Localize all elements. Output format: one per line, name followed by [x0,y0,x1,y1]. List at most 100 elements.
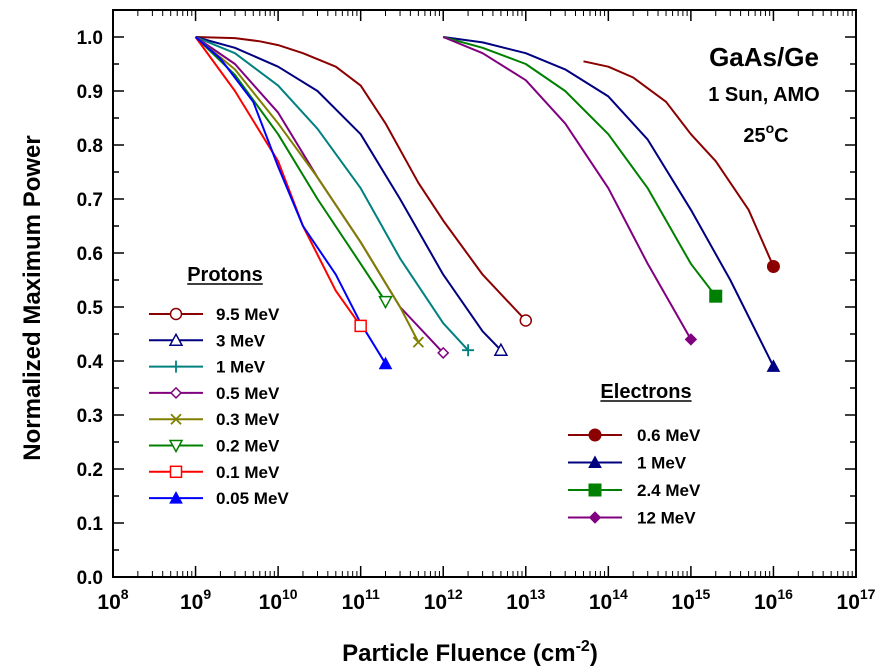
x-tick-label-base: 10 [837,591,860,614]
y-tick-label: 0.9 [77,82,103,103]
annotation-temperature-degree: o [766,120,775,136]
x-axis-label: Particle Fluence (cm-2) [342,638,598,667]
legend-marker-electrons-0-6-mev [588,428,602,442]
legend-label-protons-3-mev: 3 MeV [216,331,266,350]
series-marker-electrons-1-mev [766,359,781,372]
legend-label-protons-0-5-mev: 0.5 MeV [216,384,280,403]
annotation-illumination: 1 Sun, AMO [708,84,819,106]
x-axis-label-main: Particle Fluence (cm [342,640,575,667]
x-tick-label: 1016 [754,586,793,614]
annotation-temperature-unit: C [774,125,788,147]
y-tick-label: 0.8 [77,136,103,157]
legend-marker-electrons-12-mev [588,511,602,524]
x-tick-label: 1013 [506,586,545,614]
y-tick-labels: 0.0 0.1 0.2 0.3 0.4 0.5 0.6 0.7 0.8 0.9 1.0 [77,28,104,589]
legend-label-protons-0-05-mev: 0.05 MeV [216,489,289,508]
series-line-protons-3-mev [195,36,502,351]
x-tick-label: 1015 [671,586,710,614]
x-tick-label-exponent: 17 [860,586,876,602]
y-tick-label: 0.4 [77,352,104,373]
legend-label-electrons-1-mev: 1 MeV [637,454,687,473]
x-tick-label-base: 10 [259,591,282,614]
x-tick-label-exponent: 11 [365,586,380,602]
x-tick-label: 1010 [259,586,298,614]
x-tick-labels: 108 109 1010 1011 1012 1013 1014 1015 1016 1017 [97,586,875,614]
x-tick-label-base: 10 [424,591,447,614]
x-tick-label: 1014 [589,586,628,614]
x-tick-label-base: 10 [589,591,612,614]
series-line-protons-9-5-mev [195,36,527,322]
legend-marker-protons-0-1-mev [169,465,183,479]
legend-marker-protons-0-2-mev [168,439,184,454]
x-tick-label-base: 10 [671,591,694,614]
x-axis-label-end: ) [590,640,598,667]
legend-title-electrons: Electrons [600,381,691,403]
series-line-protons-0-1-mev [194,36,362,327]
legend-marker-protons-3-mev [168,332,184,347]
legend-electrons: Electrons 0.6 MeV 1 MeV 2.4 MeV 12 MeV [568,381,701,528]
x-tick-label-base: 10 [97,591,120,614]
x-tick-label: 1011 [342,586,380,614]
legend-label-electrons-12-mev: 12 MeV [637,509,696,528]
x-tick-label: 1017 [837,586,876,614]
series-marker-electrons-12-mev [684,333,698,346]
legend-marker-protons-0-5-mev [169,386,183,399]
x-tick-label-exponent: 13 [530,586,546,602]
x-tick-label-exponent: 10 [282,586,298,602]
series-marker-protons-0-1-mev [354,319,367,333]
annotation-material: GaAs/Ge [709,42,819,72]
annotation-temperature-value: 25 [743,125,765,147]
legend-label-protons-0-3-mev: 0.3 MeV [216,410,280,429]
annotation-temperature: 25oC [743,120,788,147]
x-tick-label: 108 [97,586,128,614]
series-marker-protons-0-5-mev [437,346,450,359]
y-tick-label: 0.1 [77,514,104,535]
x-tick-label-exponent: 15 [695,586,711,602]
series-marker-protons-3-mev [493,342,509,356]
series-line-electrons-0-6-mev [583,60,775,267]
legend-protons: Protons 9.5 MeV 3 MeV 1 MeV 0.5 MeV 0.3 MeV 0.… [149,264,289,508]
annotation-box: GaAs/Ge 1 Sun, AMO 25oC [708,42,819,147]
legend-marker-protons-0-05-mev [169,491,183,504]
series-line-protons-0-05-mev [194,36,387,365]
x-axis-label-sup: -2 [576,638,590,655]
legend-marker-electrons-2-4-mev [588,483,602,497]
y-tick-label: 0.7 [77,190,103,211]
series-line-electrons-1-mev [443,36,775,367]
series-marker-protons-1-mev [462,344,475,357]
x-tick-label-base: 10 [754,591,777,614]
legend-label-protons-0-1-mev: 0.1 MeV [216,463,280,482]
series-marker-electrons-0-6-mev [766,260,780,273]
x-tick-label-base: 10 [180,591,203,614]
y-tick-label: 0.6 [77,244,103,265]
y-tick-label: 1.0 [77,28,103,49]
y-tick-label: 0.2 [77,460,103,481]
data-markers [354,260,781,372]
legend-label-protons-1-mev: 1 MeV [216,358,266,377]
series-marker-protons-9-5-mev [519,314,533,327]
x-tick-label-exponent: 16 [777,586,793,602]
x-tick-label-exponent: 8 [121,586,129,602]
legend-label-electrons-2-4-mev: 2.4 MeV [637,481,701,500]
x-tick-label-base: 10 [506,591,529,614]
x-tick-label-base: 10 [342,591,365,614]
series-marker-protons-0-2-mev [378,295,393,310]
legend-marker-protons-1-mev [170,360,182,373]
series-line-protons-1-mev [195,36,469,351]
series-marker-protons-0-3-mev [412,336,425,348]
y-axis-label: Normalized Maximum Power [19,135,46,460]
data-series [194,36,775,367]
y-tick-label: 0.5 [77,298,104,319]
legend-label-protons-9-5-mev: 9.5 MeV [216,305,280,324]
x-tick-label-exponent: 9 [203,586,211,602]
legend-title-protons: Protons [187,264,263,286]
y-tick-label: 0.0 [77,568,103,589]
y-tick-label: 0.3 [77,406,103,427]
series-line-electrons-12-mev [442,36,692,340]
x-tick-label-exponent: 12 [447,586,463,602]
series-marker-electrons-2-4-mev [709,289,723,303]
x-tick-label: 109 [180,586,211,614]
legend-marker-electrons-1-mev [588,455,602,468]
series-line-protons-0-3-mev [194,36,420,343]
